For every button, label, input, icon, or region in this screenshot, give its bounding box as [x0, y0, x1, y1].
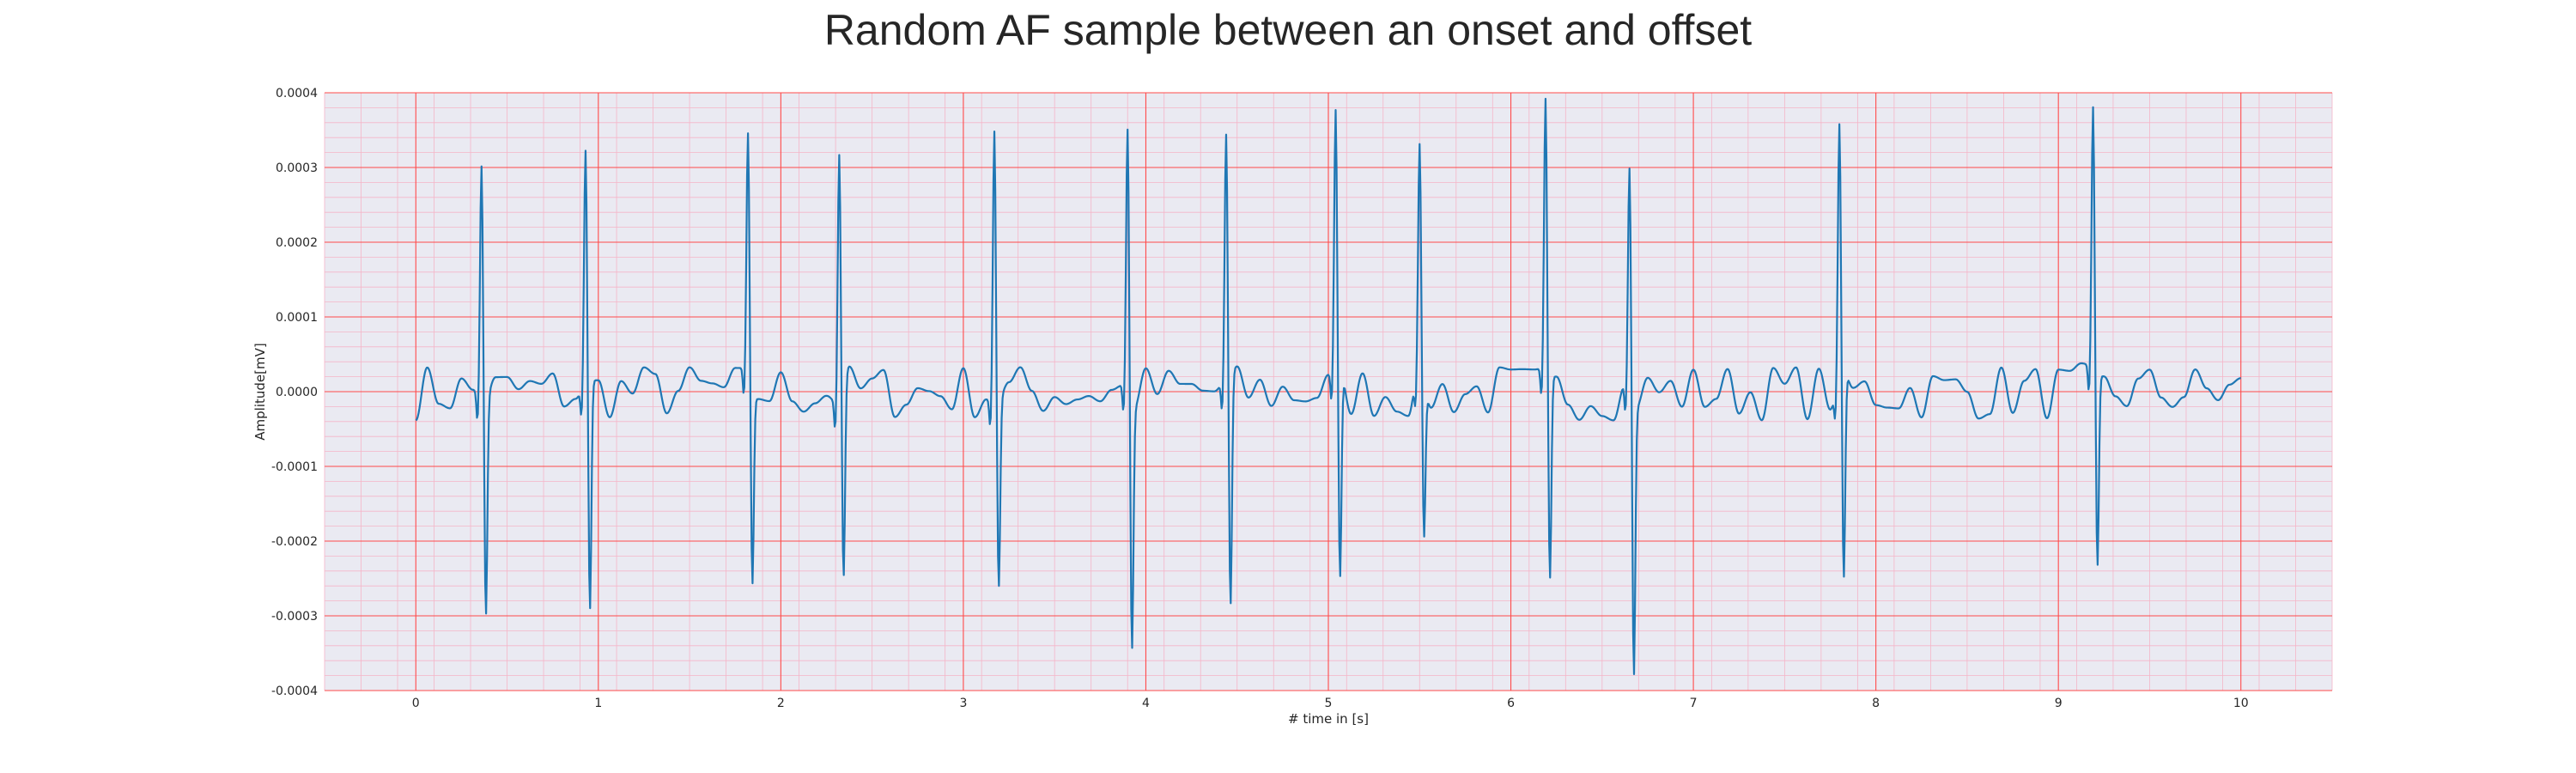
major-grid — [325, 92, 2332, 691]
x-tick-label: 0 — [412, 697, 420, 710]
y-axis-label: Amplitude[mV] — [252, 343, 268, 440]
y-tick-label: -0.0002 — [271, 535, 318, 549]
x-tick-label: 7 — [1690, 697, 1698, 710]
ecg-series-line — [415, 97, 2241, 676]
y-tick-label: 0.0002 — [276, 236, 318, 250]
x-tick-label: 1 — [594, 697, 602, 710]
y-tick-label: 0.0004 — [276, 87, 318, 100]
x-tick-label: 9 — [2055, 697, 2063, 710]
x-tick-label: 2 — [777, 697, 785, 710]
chart-title: Random AF sample between an onset and of… — [823, 6, 1753, 54]
y-tick-label: -0.0003 — [271, 610, 318, 624]
x-tick-label: 4 — [1142, 697, 1150, 710]
y-tick-label: -0.0004 — [271, 685, 318, 698]
x-tick-label: 6 — [1507, 697, 1515, 710]
y-tick-label: 0.0000 — [276, 386, 318, 399]
y-tick-labels: -0.0004 -0.0003 -0.0002 -0.0001 0.0000 0.0001… — [271, 87, 318, 698]
x-axis-label: # time in [s] — [1288, 711, 1369, 727]
x-tick-label: 3 — [959, 697, 967, 710]
x-tick-label: 8 — [1872, 697, 1880, 710]
x-tick-labels: 0 1 2 3 4 5 6 7 8 9 10 — [412, 697, 2249, 710]
x-tick-label: 10 — [2233, 697, 2249, 710]
y-tick-label: -0.0001 — [271, 460, 318, 474]
y-tick-label: 0.0001 — [276, 311, 318, 325]
x-tick-label: 5 — [1325, 697, 1333, 710]
y-tick-label: 0.0003 — [276, 161, 318, 175]
